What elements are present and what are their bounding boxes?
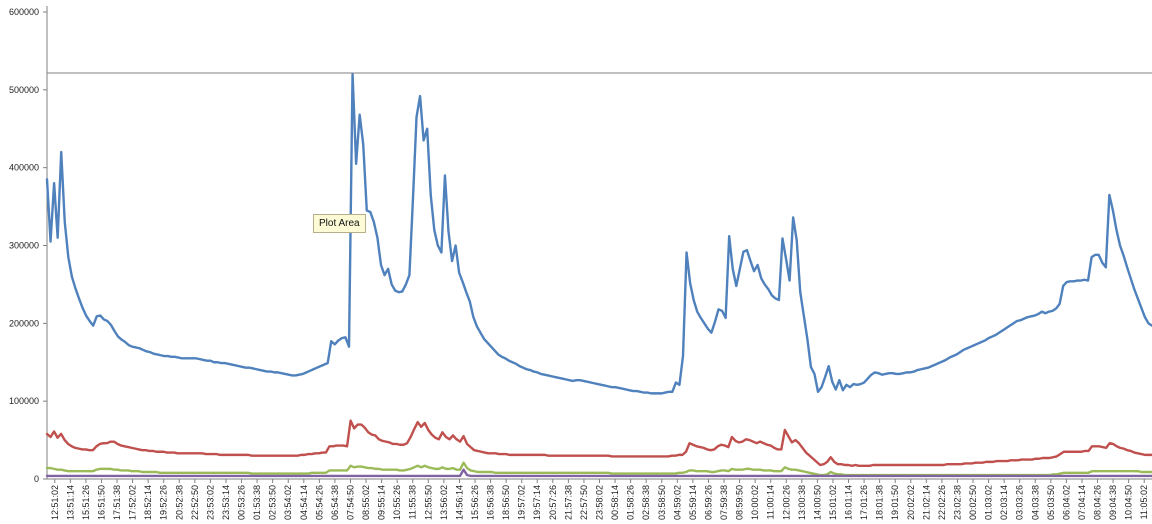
y-tick-label: 400000 bbox=[9, 163, 39, 173]
x-tick-label: 11:00:14 bbox=[766, 485, 776, 519]
x-tick-label: 18:52:14 bbox=[143, 485, 153, 520]
x-tick-label: 19:57:14 bbox=[532, 485, 542, 520]
x-tick-label: 13:51:14 bbox=[65, 485, 75, 520]
x-tick-label: 10:00:02 bbox=[750, 485, 760, 520]
x-tick-label: 11:05:02 bbox=[1139, 485, 1149, 519]
x-tick-label: 07:54:50 bbox=[345, 485, 355, 520]
x-tick-label: 21:02:14 bbox=[921, 485, 931, 520]
x-tick-label: 04:03:38 bbox=[1030, 485, 1040, 520]
x-tick-label: 22:52:50 bbox=[190, 485, 200, 520]
x-tick-label: 02:53:50 bbox=[268, 485, 278, 520]
x-tick-label: 03:03:26 bbox=[1015, 485, 1025, 520]
x-tick-label: 23:53:14 bbox=[221, 485, 231, 520]
x-tick-label: 23:53:02 bbox=[205, 485, 215, 520]
x-tick-label: 20:02:02 bbox=[906, 485, 916, 520]
x-tick-label: 16:01:14 bbox=[844, 485, 854, 520]
x-tick-label: 07:04:14 bbox=[1077, 485, 1087, 520]
y-tick-label: 200000 bbox=[9, 318, 39, 328]
x-tick-label: 19:52:26 bbox=[159, 485, 169, 520]
x-tick-label: 17:51:38 bbox=[112, 485, 122, 520]
x-tick-label: 22:57:50 bbox=[579, 485, 589, 520]
x-tick-label: 15:51:26 bbox=[81, 485, 91, 520]
x-tick-label: 14:56:14 bbox=[454, 485, 464, 520]
x-tick-label: 09:04:38 bbox=[1108, 485, 1118, 520]
x-tick-label: 08:04:26 bbox=[1093, 485, 1103, 520]
plot-area-tooltip: Plot Area bbox=[313, 214, 366, 233]
x-tick-label: 05:54:26 bbox=[314, 485, 324, 520]
x-tick-label: 17:52:02 bbox=[128, 485, 138, 520]
x-tick-label: 08:55:02 bbox=[361, 485, 371, 520]
x-tick-label: 18:56:50 bbox=[501, 485, 511, 520]
y-tick-label: 300000 bbox=[9, 241, 39, 251]
series-line-3[interactable] bbox=[45, 461, 1152, 477]
x-tick-label: 19:57:02 bbox=[517, 485, 527, 520]
x-tick-label: 16:51:50 bbox=[96, 485, 106, 520]
x-tick-label: 03:58:50 bbox=[657, 485, 667, 520]
x-tick-label: 15:56:26 bbox=[470, 485, 480, 520]
x-tick-label: 00:02:50 bbox=[968, 485, 978, 520]
x-tick-label: 12:55:50 bbox=[423, 485, 433, 520]
y-tick-label: 500000 bbox=[9, 85, 39, 95]
x-tick-label: 00:58:14 bbox=[610, 485, 620, 520]
x-tick-label: 06:04:02 bbox=[1061, 485, 1071, 520]
x-tick-label: 20:52:38 bbox=[174, 485, 184, 520]
x-tick-label: 13:00:38 bbox=[797, 485, 807, 520]
x-tick-label: 09:55:14 bbox=[377, 485, 387, 520]
x-tick-label: 04:59:02 bbox=[672, 485, 682, 520]
x-tick-label: 03:54:02 bbox=[283, 485, 293, 520]
x-tick-label: 05:59:14 bbox=[688, 485, 698, 520]
y-tick-label: 100000 bbox=[9, 396, 39, 406]
x-tick-label: 23:58:02 bbox=[595, 485, 605, 520]
x-tick-label: 17:01:26 bbox=[859, 485, 869, 520]
x-tick-label: 15:01:02 bbox=[828, 485, 838, 520]
x-tick-label: 06:54:38 bbox=[330, 485, 340, 520]
x-tick-label: 05:03:50 bbox=[1046, 485, 1056, 520]
x-tick-label: 23:02:38 bbox=[952, 485, 962, 520]
x-tick-label: 11:55:38 bbox=[408, 485, 418, 519]
x-tick-label: 02:58:38 bbox=[641, 485, 651, 520]
x-tick-label: 00:53:26 bbox=[237, 485, 247, 520]
x-tick-label: 10:04:50 bbox=[1124, 485, 1134, 520]
x-axis: 12:51:02 13:51:14 15:51:26 16:51:50 17:51:38… bbox=[47, 478, 1152, 520]
y-tick-label: 600000 bbox=[9, 7, 39, 17]
x-tick-label: 20:57:26 bbox=[548, 485, 558, 520]
x-tick-label: 22:02:26 bbox=[937, 485, 947, 520]
x-tick-label: 08:59:50 bbox=[735, 485, 745, 520]
y-tick-label: 0 bbox=[34, 474, 39, 484]
x-tick-label: 01:53:38 bbox=[252, 485, 262, 520]
x-tick-label: 06:59:26 bbox=[703, 485, 713, 520]
x-tick-label: 19:01:50 bbox=[890, 485, 900, 520]
x-tick-label: 04:54:14 bbox=[299, 485, 309, 520]
x-tick-label: 13:56:02 bbox=[439, 485, 449, 520]
x-tick-label: 18:01:38 bbox=[875, 485, 885, 520]
x-tick-label: 02:03:14 bbox=[999, 485, 1009, 520]
x-tick-label: 21:57:38 bbox=[563, 485, 573, 520]
x-tick-label: 10:55:26 bbox=[392, 485, 402, 520]
x-tick-label: 14:00:50 bbox=[812, 485, 822, 520]
x-tick-label: 07:59:38 bbox=[719, 485, 729, 520]
series-layer[interactable] bbox=[45, 73, 1152, 478]
y-axis: 0 100000 200000 300000 400000 500000 600000 bbox=[9, 6, 48, 484]
x-tick-label: 12:51:02 bbox=[50, 485, 60, 520]
series-line-1[interactable] bbox=[45, 73, 1152, 395]
x-tick-label: 16:56:38 bbox=[486, 485, 496, 520]
x-tick-label: 01:58:26 bbox=[626, 485, 636, 520]
x-tick-label: 12:00:26 bbox=[781, 485, 791, 520]
series-line-2[interactable] bbox=[45, 419, 1152, 467]
series-line-4[interactable] bbox=[45, 468, 1152, 478]
x-tick-label: 01:03:02 bbox=[984, 485, 994, 520]
